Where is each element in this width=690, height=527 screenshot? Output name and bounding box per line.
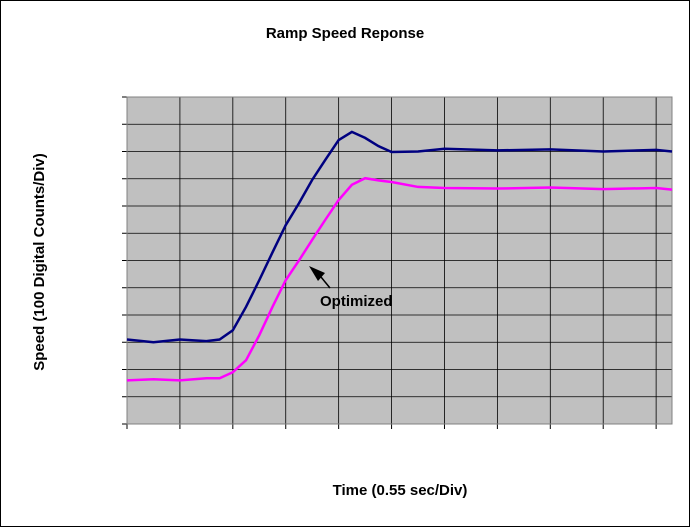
plot-area bbox=[122, 96, 673, 429]
series-line bbox=[126, 176, 673, 382]
annotation-arrow-line bbox=[320, 276, 331, 289]
series-line bbox=[126, 130, 673, 344]
chart-title: Ramp Speed Reponse bbox=[266, 25, 424, 42]
plot-frame bbox=[126, 96, 673, 425]
y-axis-label: Speed (100 Digital Counts/Div) bbox=[31, 153, 48, 371]
annotation: Optimized bbox=[320, 293, 393, 310]
x-axis-label: Time (0.55 sec/Div) bbox=[333, 482, 468, 499]
